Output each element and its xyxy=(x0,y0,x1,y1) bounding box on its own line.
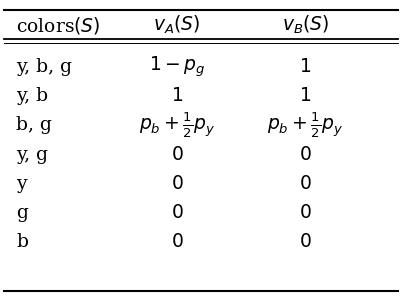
Text: $1$: $1$ xyxy=(299,87,311,105)
Text: y: y xyxy=(16,175,26,193)
Text: $v_A(S)$: $v_A(S)$ xyxy=(153,14,200,36)
Text: $1$: $1$ xyxy=(299,58,311,76)
Text: $0$: $0$ xyxy=(298,175,311,193)
Text: $0$: $0$ xyxy=(170,233,183,251)
Text: colors$(S)$: colors$(S)$ xyxy=(16,15,100,36)
Text: b: b xyxy=(16,233,28,251)
Text: $1 - p_g$: $1 - p_g$ xyxy=(148,55,205,79)
Text: y, g: y, g xyxy=(16,146,48,164)
Text: $v_B(S)$: $v_B(S)$ xyxy=(281,14,328,36)
Text: $0$: $0$ xyxy=(298,204,311,222)
Text: $0$: $0$ xyxy=(170,204,183,222)
Text: $0$: $0$ xyxy=(298,233,311,251)
Text: y, b: y, b xyxy=(16,87,48,105)
Text: $p_b + \frac{1}{2}p_y$: $p_b + \frac{1}{2}p_y$ xyxy=(138,111,215,140)
Text: g: g xyxy=(16,204,28,222)
Text: $p_b + \frac{1}{2}p_y$: $p_b + \frac{1}{2}p_y$ xyxy=(267,111,343,140)
Text: b, g: b, g xyxy=(16,117,52,134)
Text: y, b, g: y, b, g xyxy=(16,58,72,76)
Text: $0$: $0$ xyxy=(170,146,183,164)
Text: $1$: $1$ xyxy=(170,87,182,105)
Text: $0$: $0$ xyxy=(298,146,311,164)
Text: $0$: $0$ xyxy=(170,175,183,193)
